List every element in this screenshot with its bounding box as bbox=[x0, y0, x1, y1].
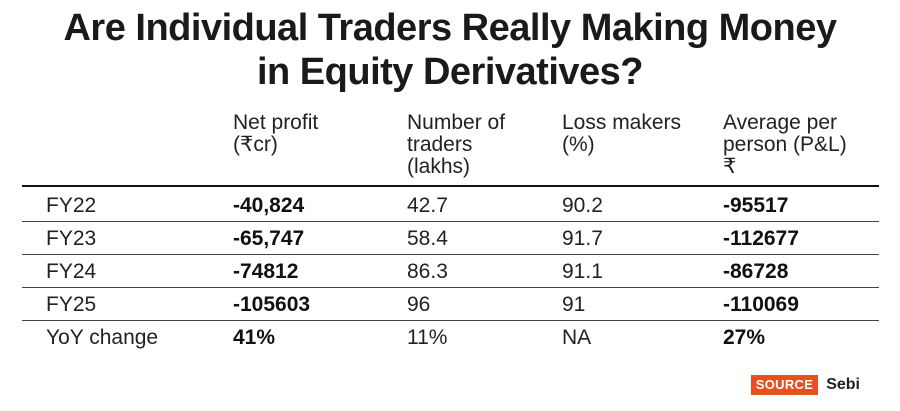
table-cell: -40,824 bbox=[233, 194, 305, 217]
source-badge: SOURCE bbox=[750, 375, 819, 395]
table-cell: 91.7 bbox=[562, 227, 603, 250]
header-average-line-3: ₹ bbox=[723, 155, 737, 178]
row-divider bbox=[22, 254, 879, 255]
header-loss-makers: Loss makers (%) bbox=[562, 112, 681, 156]
header-average-line-1: Average per bbox=[723, 111, 838, 134]
row-divider bbox=[22, 287, 879, 288]
table-cell: -112677 bbox=[723, 227, 799, 250]
header-traders-line-3: (lakhs) bbox=[407, 155, 471, 178]
header-traders-line-1: Number of bbox=[407, 111, 506, 134]
row-label: FY25 bbox=[46, 293, 97, 316]
header-net-profit: Net profit (₹cr) bbox=[233, 112, 318, 156]
table-cell: 96 bbox=[407, 293, 431, 316]
source-name: Sebi bbox=[826, 376, 860, 393]
header-loss-makers-line-2: (%) bbox=[562, 133, 595, 156]
header-average-line-2: person (P&L) bbox=[723, 133, 847, 156]
table-cell: 41% bbox=[233, 326, 276, 349]
header-divider bbox=[22, 185, 879, 187]
table-cell: -95517 bbox=[723, 194, 789, 217]
table-row: FY24 -74812 86.3 91.1 -86728 bbox=[0, 255, 900, 288]
table-cell: -110069 bbox=[723, 293, 799, 316]
row-label: FY23 bbox=[46, 227, 97, 250]
source-credit: SOURCE Sebi bbox=[750, 374, 860, 396]
header-net-profit-line-1: Net profit bbox=[233, 111, 319, 134]
table-cell: -65,747 bbox=[233, 227, 305, 250]
table-cell: 58.4 bbox=[407, 227, 448, 250]
header-loss-makers-line-1: Loss makers bbox=[562, 111, 682, 134]
row-label: FY22 bbox=[46, 194, 97, 217]
row-label: YoY change bbox=[46, 326, 159, 349]
table-cell: 11% bbox=[407, 326, 448, 349]
table-cell: -105603 bbox=[233, 293, 311, 316]
header-traders-line-2: traders bbox=[407, 133, 473, 156]
table-cell: 86.3 bbox=[407, 260, 448, 283]
table-cell: 90.2 bbox=[562, 194, 603, 217]
table-row: YoY change 41% 11% NA 27% bbox=[0, 321, 900, 354]
table-row: FY23 -65,747 58.4 91.7 -112677 bbox=[0, 222, 900, 255]
header-net-profit-line-2: (₹cr) bbox=[233, 133, 278, 156]
header-number-of-traders: Number of traders (lakhs) bbox=[407, 112, 505, 178]
table-cell: 91.1 bbox=[562, 260, 603, 283]
table-cell: 91 bbox=[562, 293, 586, 316]
row-divider bbox=[22, 221, 879, 222]
table-row: FY25 -105603 96 91 -110069 bbox=[0, 288, 900, 321]
title-line-2: in Equity Derivatives? bbox=[256, 51, 644, 93]
table-cell: -74812 bbox=[233, 260, 299, 283]
chart-title: Are Individual Traders Really Making Mon… bbox=[0, 6, 900, 94]
title-line-1: Are Individual Traders Really Making Mon… bbox=[63, 7, 837, 49]
table-cell: 27% bbox=[723, 326, 766, 349]
table-cell: 42.7 bbox=[407, 194, 448, 217]
table-row: FY22 -40,824 42.7 90.2 -95517 bbox=[0, 189, 900, 222]
table-cell: -86728 bbox=[723, 260, 789, 283]
header-average-per-person: Average per person (P&L) ₹ bbox=[723, 112, 847, 178]
row-divider bbox=[22, 320, 879, 321]
table-header: Net profit (₹cr) Number of traders (lakh… bbox=[0, 112, 900, 182]
row-label: FY24 bbox=[46, 260, 97, 283]
table-cell: NA bbox=[562, 326, 592, 349]
